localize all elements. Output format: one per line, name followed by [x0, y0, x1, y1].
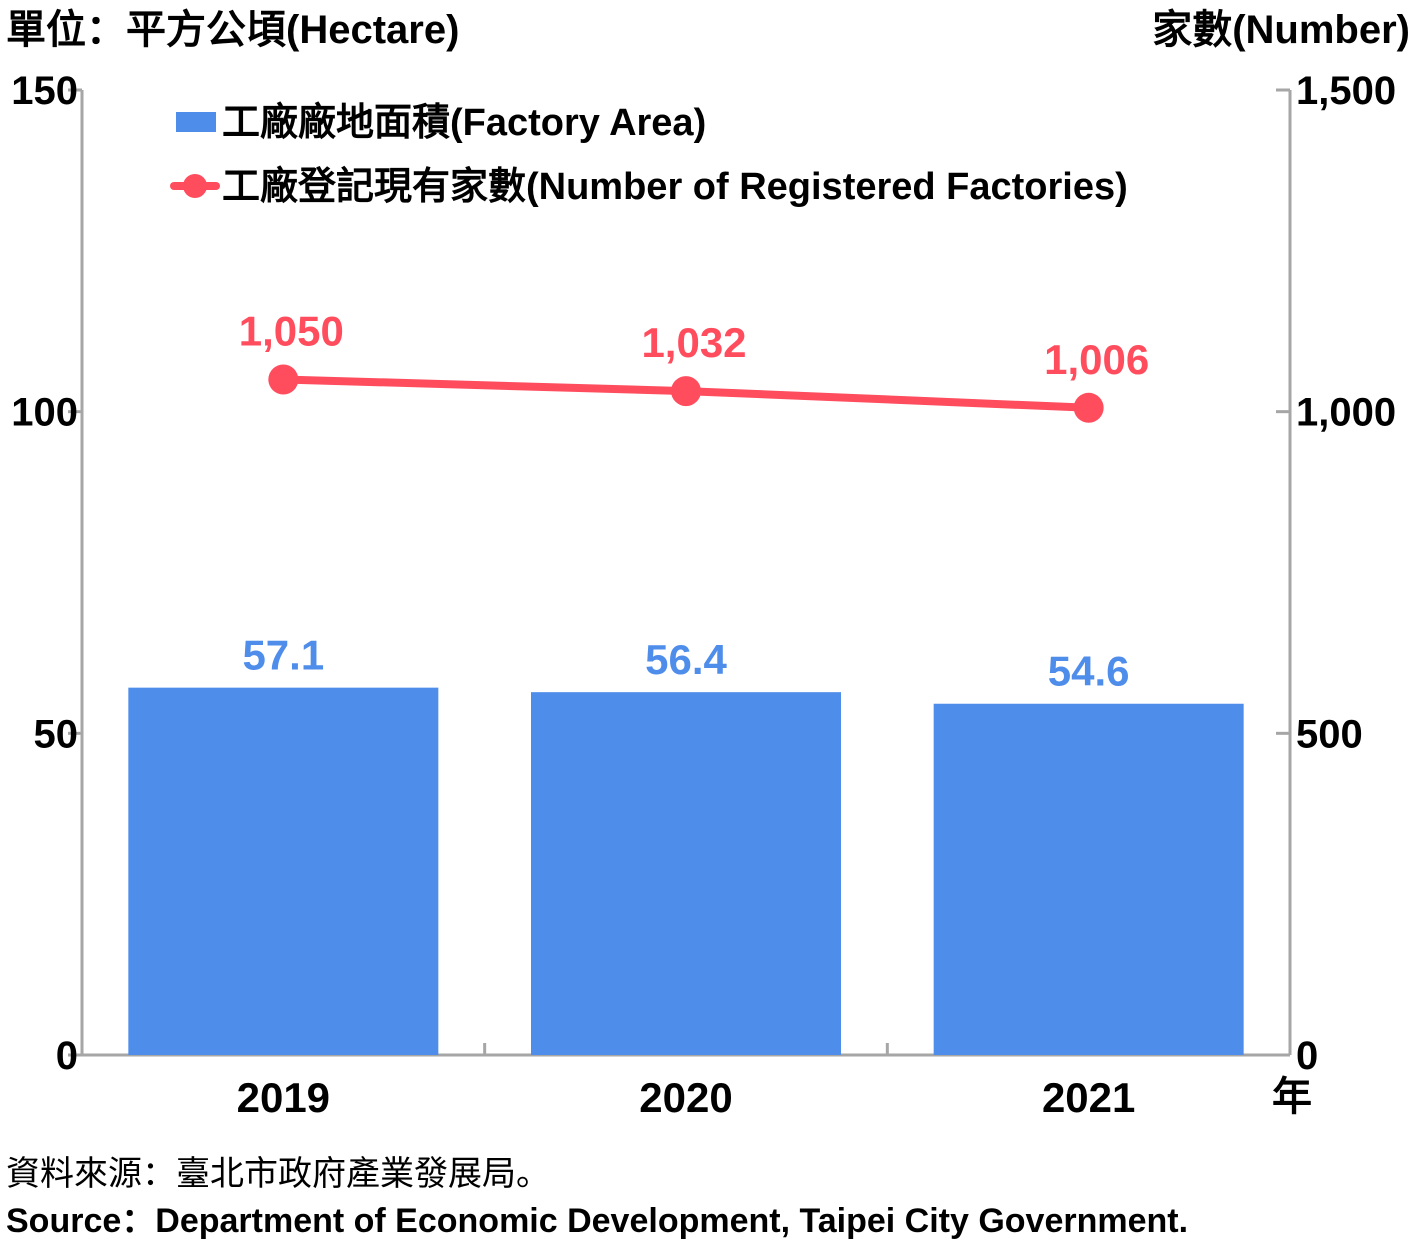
left-tick-label: 150	[11, 69, 78, 113]
bar-data-label: 54.6	[1048, 648, 1130, 695]
right-tick-label: 1,000	[1296, 391, 1396, 435]
legend-line-label: 工廠登記現有家數(Number of Registered Factories)	[222, 165, 1128, 208]
line-point	[268, 364, 299, 395]
x-tick-label: 2019	[237, 1074, 330, 1121]
bar-data-label: 56.4	[645, 636, 727, 683]
bar	[128, 687, 439, 1055]
left-tick-label: 0	[56, 1034, 78, 1078]
right-tick-label: 500	[1296, 712, 1363, 756]
legend-bar-label: 工廠廠地面積(Factory Area)	[222, 101, 706, 144]
x-tick-label: 2021	[1042, 1074, 1135, 1121]
line-point	[1073, 392, 1104, 423]
line-data-label: 1,050	[239, 308, 344, 355]
axes: 0 50 100 150 0 500 1,000 1,500 2019 2020 2021	[11, 69, 1396, 1121]
left-tick-label: 100	[11, 391, 78, 435]
line-series	[268, 364, 1104, 423]
data-labels: 57.1 56.4 54.6 1,050 1,032 1,006	[239, 308, 1149, 695]
bar-series	[128, 687, 1244, 1055]
source-zh: 資料來源：臺北市政府產業發展局。	[6, 1155, 550, 1193]
left-axis-unit: 單位：平方公頃(Hectare)	[6, 8, 459, 52]
legend-bar-swatch	[176, 112, 216, 132]
right-tick-label: 0	[1296, 1034, 1318, 1078]
legend: 工廠廠地面積(Factory Area) 工廠登記現有家數(Number of …	[170, 101, 1128, 208]
source-en: Source：Department of Economic Developmen…	[6, 1202, 1188, 1240]
left-tick-label: 50	[34, 712, 79, 756]
x-axis-unit: 年	[1272, 1075, 1312, 1119]
bar	[531, 692, 841, 1055]
right-axis-unit: 家數(Number)	[1152, 8, 1410, 52]
legend-line-marker	[183, 174, 207, 198]
line-point	[671, 376, 701, 407]
x-tick-label: 2020	[639, 1074, 732, 1121]
bar-data-label: 57.1	[242, 632, 324, 679]
line-data-label: 1,032	[641, 319, 746, 366]
bar	[933, 703, 1244, 1055]
right-tick-label: 1,500	[1296, 69, 1396, 113]
line-data-label: 1,006	[1044, 336, 1149, 383]
